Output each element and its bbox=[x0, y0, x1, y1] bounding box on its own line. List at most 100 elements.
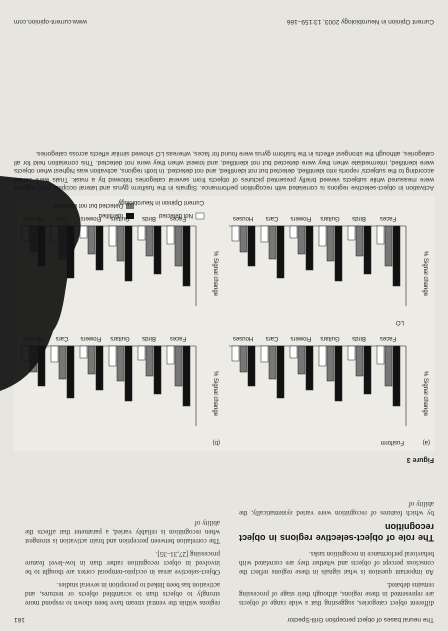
bar bbox=[384, 225, 393, 267]
bar bbox=[116, 345, 125, 382]
category-label: Cars bbox=[266, 215, 279, 221]
bar bbox=[318, 225, 327, 247]
bar bbox=[376, 225, 385, 245]
bar bbox=[137, 225, 146, 241]
category-label: Flowers bbox=[80, 215, 101, 221]
bar bbox=[347, 345, 356, 361]
bar bbox=[276, 345, 285, 399]
bar bbox=[239, 225, 248, 253]
bar bbox=[363, 225, 372, 275]
shadow bbox=[0, 176, 81, 391]
panel-label: (a) bbox=[423, 439, 430, 445]
bar bbox=[239, 345, 248, 373]
bar bbox=[145, 225, 154, 257]
bar bbox=[392, 345, 401, 407]
category-label: Cars bbox=[56, 335, 69, 341]
bar bbox=[326, 225, 335, 262]
category-label: Birds bbox=[142, 215, 156, 221]
bar bbox=[145, 345, 154, 377]
legend-item: Not detected bbox=[159, 212, 193, 218]
category-label: Flowers bbox=[290, 215, 311, 221]
bar bbox=[363, 345, 372, 395]
category-label: Houses bbox=[233, 335, 253, 341]
bar bbox=[174, 225, 183, 267]
bar bbox=[384, 345, 393, 387]
bar bbox=[392, 225, 401, 287]
bar bbox=[87, 345, 96, 375]
category-label: Birds bbox=[352, 215, 366, 221]
bar bbox=[318, 345, 327, 367]
bar bbox=[124, 225, 133, 282]
bar bbox=[79, 345, 88, 359]
bar bbox=[137, 345, 146, 361]
category-label: Faces bbox=[170, 335, 186, 341]
axis-label: % Signal change bbox=[212, 371, 218, 417]
bar bbox=[355, 345, 364, 377]
bar bbox=[116, 225, 125, 262]
category-label: Birds bbox=[352, 335, 366, 341]
legend-swatch bbox=[126, 213, 134, 219]
bar bbox=[166, 225, 175, 245]
bar bbox=[58, 345, 67, 380]
category-label: Cars bbox=[266, 335, 279, 341]
row-label: Fusiform bbox=[381, 439, 404, 445]
bar bbox=[276, 225, 285, 279]
bar bbox=[66, 345, 75, 399]
bar bbox=[376, 345, 385, 365]
legend-swatch bbox=[126, 203, 134, 209]
bar bbox=[153, 225, 162, 275]
category-label: Guitars bbox=[320, 335, 339, 341]
bar bbox=[182, 225, 191, 287]
category-label: Guitars bbox=[110, 215, 129, 221]
bar bbox=[50, 345, 59, 363]
bar bbox=[334, 225, 343, 282]
axis-label: % Signal change bbox=[212, 251, 218, 297]
bar bbox=[182, 345, 191, 407]
panel-label: (b) bbox=[213, 439, 220, 445]
bar bbox=[268, 225, 277, 260]
legend-item: Detected but not identified bbox=[53, 202, 123, 208]
bar bbox=[95, 225, 104, 271]
bar bbox=[108, 225, 117, 247]
bar bbox=[305, 225, 314, 271]
category-label: Faces bbox=[380, 335, 396, 341]
bar bbox=[247, 345, 256, 387]
axis-label: % Signal change bbox=[422, 371, 428, 417]
bar bbox=[260, 225, 269, 243]
bar bbox=[260, 345, 269, 363]
legend-swatch bbox=[195, 212, 205, 220]
category-label: Guitars bbox=[320, 215, 339, 221]
category-label: Houses bbox=[233, 215, 253, 221]
bar bbox=[166, 345, 175, 365]
bar bbox=[355, 225, 364, 257]
category-label: Birds bbox=[142, 335, 156, 341]
bar bbox=[231, 345, 240, 362]
bar bbox=[268, 345, 277, 380]
bar bbox=[95, 345, 104, 391]
category-label: Faces bbox=[380, 215, 396, 221]
bar bbox=[334, 345, 343, 402]
bar bbox=[174, 345, 183, 387]
bar bbox=[124, 345, 133, 402]
bar bbox=[153, 345, 162, 395]
bar bbox=[289, 225, 298, 239]
bar bbox=[305, 345, 314, 391]
bar bbox=[247, 225, 256, 267]
row-label: LO bbox=[396, 319, 404, 325]
category-label: Flowers bbox=[80, 335, 101, 341]
bar bbox=[326, 345, 335, 382]
bar bbox=[297, 225, 306, 255]
category-label: Flowers bbox=[290, 335, 311, 341]
category-label: Guitars bbox=[110, 335, 129, 341]
bar bbox=[108, 345, 117, 367]
bar bbox=[87, 225, 96, 255]
axis-label: % Signal change bbox=[422, 251, 428, 297]
bar bbox=[297, 345, 306, 375]
legend-item: Identified bbox=[99, 212, 123, 218]
figure-credit: Current Opinion in Neurobiology bbox=[118, 199, 204, 205]
bar bbox=[289, 345, 298, 359]
bar bbox=[231, 225, 240, 242]
